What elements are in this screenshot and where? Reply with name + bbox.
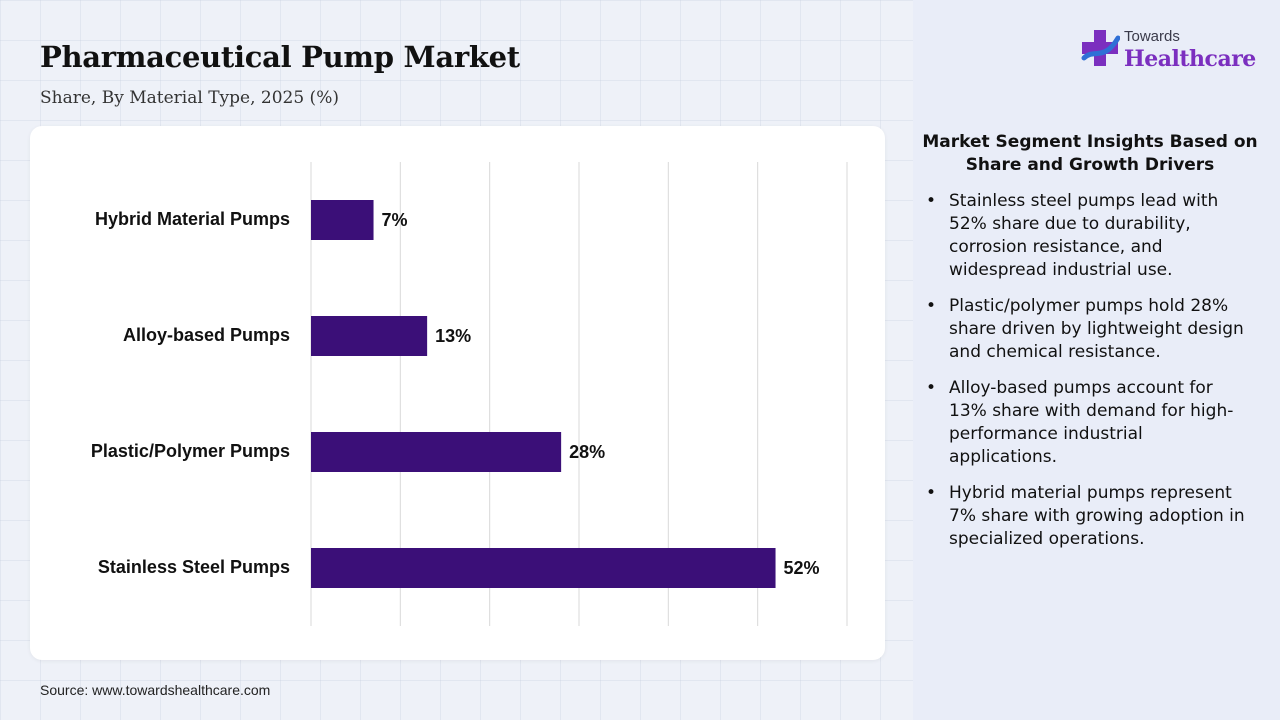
chart-card: Hybrid Material Pumps 7% Alloy-based Pumps… bbox=[30, 126, 885, 660]
category-label: Alloy-based Pumps bbox=[123, 325, 290, 345]
category-label: Stainless Steel Pumps bbox=[98, 557, 290, 577]
data-label: 28% bbox=[569, 442, 605, 462]
source-text: Source: www.towardshealthcare.com bbox=[40, 682, 271, 698]
bar-plastic-polymer-pumps bbox=[311, 432, 562, 472]
chart-subtitle: Share, By Material Type, 2025 (%) bbox=[40, 88, 339, 108]
towards-healthcare-logo: Towards Healthcare bbox=[1080, 28, 1260, 78]
bars bbox=[311, 200, 776, 588]
chart-title: Pharmaceutical Pump Market bbox=[40, 40, 520, 74]
bar-chart: Hybrid Material Pumps 7% Alloy-based Pumps… bbox=[91, 162, 848, 626]
data-label: 13% bbox=[435, 326, 471, 346]
category-label: Hybrid Material Pumps bbox=[95, 209, 290, 229]
insight-bullet-stainless: Stainless steel pumps lead with 52% shar… bbox=[920, 190, 1250, 282]
logo-text-healthcare: Healthcare bbox=[1124, 46, 1256, 72]
bar-stainless-steel-pumps bbox=[311, 548, 776, 588]
insights-title: Market Segment Insights Based on Share a… bbox=[922, 132, 1258, 175]
insights-list: Stainless steel pumps lead with 52% shar… bbox=[920, 190, 1250, 564]
data-label: 52% bbox=[784, 558, 820, 578]
category-label: Plastic/Polymer Pumps bbox=[91, 441, 290, 461]
data-label: 7% bbox=[382, 210, 408, 230]
bar-alloy-based-pumps bbox=[311, 316, 428, 356]
logo-text-towards: Towards bbox=[1124, 28, 1180, 45]
bar-hybrid-material-pumps bbox=[311, 200, 374, 240]
insight-bullet-plastic: Plastic/polymer pumps hold 28% share dri… bbox=[920, 295, 1250, 364]
labels: Hybrid Material Pumps 7% Alloy-based Pumps… bbox=[91, 209, 820, 578]
insight-bullet-alloy: Alloy-based pumps account for 13% share … bbox=[920, 377, 1250, 469]
insight-bullet-hybrid: Hybrid material pumps represent 7% share… bbox=[920, 482, 1250, 551]
medical-cross-icon bbox=[1081, 30, 1120, 66]
gridlines bbox=[310, 162, 848, 626]
